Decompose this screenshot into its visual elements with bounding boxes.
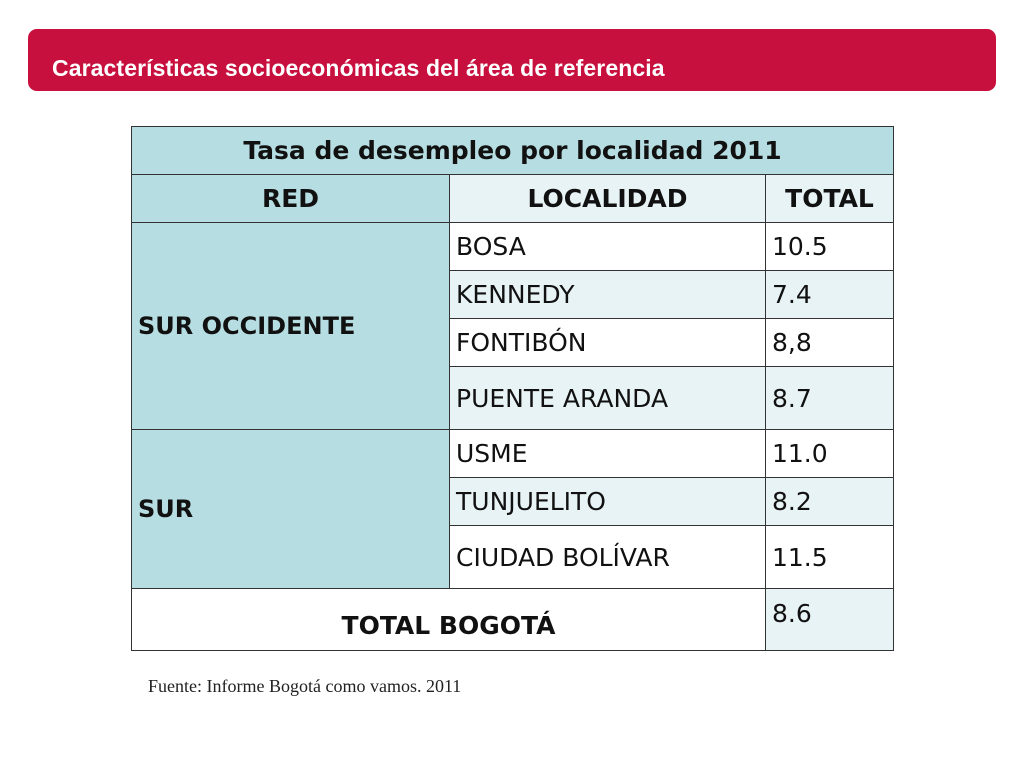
cell-total: 8.7: [764, 366, 895, 430]
cell-localidad: BOSA: [449, 222, 766, 271]
table-row: KENNEDY 7.4: [132, 270, 895, 319]
cell-localidad: KENNEDY: [449, 270, 766, 319]
total-bogota-label: TOTAL BOGOTÁ: [131, 588, 766, 651]
cell-localidad: TUNJUELITO: [449, 477, 766, 526]
cell-total: 8,8: [764, 318, 895, 367]
total-bogota-value: 8.6: [764, 588, 895, 651]
source-note: Fuente: Informe Bogotá como vamos. 2011: [148, 676, 462, 696]
cell-localidad: FONTIBÓN: [449, 318, 766, 367]
slide-title: Características socioeconómicas del área…: [52, 55, 665, 81]
table-title: Tasa de desempleo por localidad 2011: [130, 126, 895, 175]
cell-total: 7.4: [764, 270, 895, 319]
header-total: TOTAL: [764, 174, 895, 223]
title-banner: Características socioeconómicas del área…: [28, 29, 996, 91]
table-row: PUENTE ARANDA 8.7: [132, 366, 895, 430]
group-sur: SUR: [131, 429, 450, 589]
unemployment-table: Tasa de desempleo por localidad 2011 RED…: [130, 126, 895, 651]
cell-total: 10.5: [764, 222, 895, 271]
cell-total: 11.5: [764, 525, 895, 589]
cell-total: 11.0: [764, 429, 895, 478]
header-red: RED: [131, 174, 450, 223]
cell-localidad: USME: [449, 429, 766, 478]
cell-total: 8.2: [764, 477, 895, 526]
table-row: CIUDAD BOLÍVAR 11.5: [132, 525, 895, 589]
table-row: SUR USME 11.0: [131, 429, 895, 589]
cell-localidad: PUENTE ARANDA: [449, 366, 766, 430]
table-row: TUNJUELITO 8.2: [132, 477, 895, 526]
header-localidad: LOCALIDAD: [449, 174, 766, 223]
total-row: TOTAL BOGOTÁ 8.6: [131, 588, 895, 651]
cell-localidad: CIUDAD BOLÍVAR: [449, 525, 766, 589]
group-sur-occidente: SUR OCCIDENTE: [131, 222, 450, 430]
table-row: SUR OCCIDENTE BOSA 10.5: [131, 222, 895, 430]
